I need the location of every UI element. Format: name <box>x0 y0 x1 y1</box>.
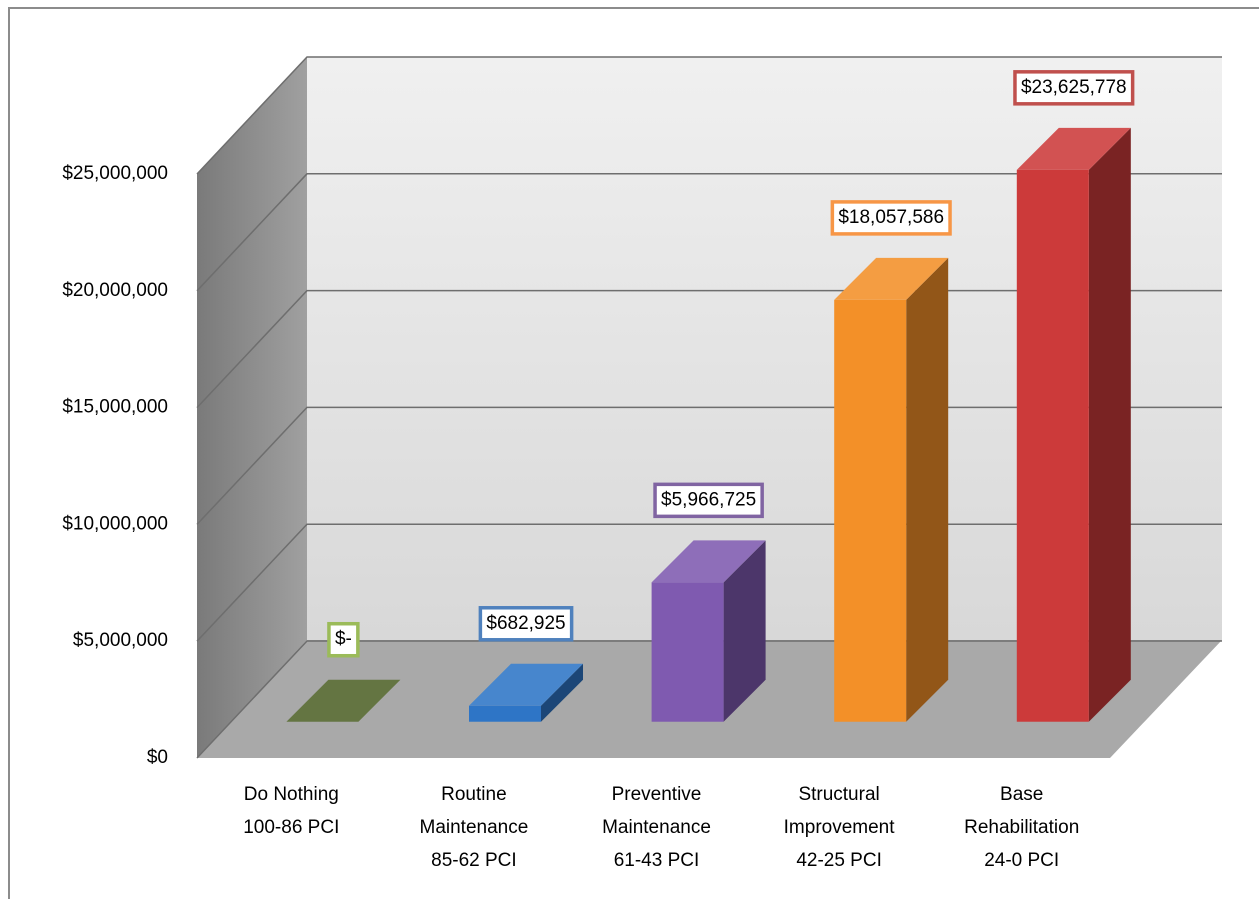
bar <box>1016 127 1131 722</box>
y-tick-label: $5,000,000 <box>73 630 168 651</box>
x-tick-label: 100-86 PCI <box>243 817 339 838</box>
back-wall <box>307 57 1222 640</box>
bar <box>286 679 401 722</box>
x-tick-label: Routine <box>441 784 507 805</box>
bar-top <box>469 663 583 706</box>
y-tick-label: $20,000,000 <box>62 280 168 301</box>
y-tick-label: $0 <box>147 747 168 768</box>
side-wall <box>197 57 307 758</box>
bar-top <box>286 679 401 722</box>
value-label-box <box>327 621 360 658</box>
bar-top <box>651 540 766 583</box>
bar <box>469 663 583 722</box>
bar <box>651 540 766 722</box>
value-label-box <box>1013 70 1135 106</box>
bar-front <box>469 705 541 722</box>
x-tick-label: Do Nothing <box>244 784 339 805</box>
x-tick-label: 85-62 PCI <box>431 850 517 871</box>
value-label: $23,625,778 <box>1021 77 1127 98</box>
bar-side <box>1088 127 1131 722</box>
x-tick-label: Preventive <box>612 784 702 805</box>
x-tick-label: Base <box>1000 784 1043 805</box>
x-tick-label: 42-25 PCI <box>796 850 882 871</box>
value-label: $- <box>335 629 352 650</box>
grid-line <box>196 56 1222 175</box>
bar-top <box>1016 127 1131 170</box>
grid-line <box>196 173 1222 292</box>
value-label: $5,966,725 <box>661 489 756 510</box>
x-tick-label: Maintenance <box>420 817 529 838</box>
bar-top <box>834 257 949 300</box>
x-tick-label: Rehabilitation <box>964 817 1079 838</box>
bar-side <box>541 663 583 722</box>
x-tick-label: 24-0 PCI <box>984 850 1059 871</box>
bar-side <box>906 257 949 722</box>
value-label: $682,925 <box>486 613 565 634</box>
bar-front <box>1016 169 1089 722</box>
value-label-box <box>478 606 574 642</box>
y-tick-label: $25,000,000 <box>62 163 168 184</box>
x-tick-label: Maintenance <box>602 817 711 838</box>
value-label: $18,057,586 <box>838 207 944 228</box>
y-tick-label: $10,000,000 <box>62 513 168 534</box>
bar <box>834 257 949 722</box>
bar-front <box>651 582 724 722</box>
bar-front <box>834 299 907 722</box>
x-tick-label: Structural <box>798 784 879 805</box>
x-tick-label: 61-43 PCI <box>614 850 700 871</box>
x-tick-label: Improvement <box>784 817 896 838</box>
bar-side <box>723 540 766 722</box>
value-label-box <box>653 482 764 519</box>
y-tick-label: $15,000,000 <box>62 397 168 418</box>
value-label-box <box>830 200 952 236</box>
